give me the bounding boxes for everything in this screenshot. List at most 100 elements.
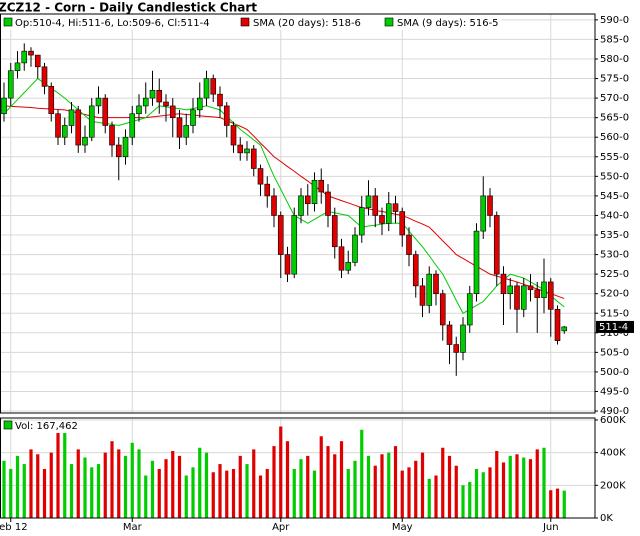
candle-body bbox=[446, 324, 453, 345]
candle-body bbox=[311, 179, 318, 205]
volume-bar bbox=[171, 451, 175, 518]
y-tick-label: 600K bbox=[600, 415, 626, 426]
volume-bar bbox=[522, 457, 526, 518]
candle-body bbox=[122, 136, 129, 158]
candle-body bbox=[453, 344, 460, 353]
volume-bar bbox=[130, 442, 134, 518]
volume-bar bbox=[69, 464, 74, 518]
volume-bar bbox=[103, 452, 107, 518]
candle-body bbox=[203, 78, 210, 99]
volume-bar bbox=[380, 454, 384, 518]
candle-body bbox=[115, 144, 122, 158]
candle-body bbox=[237, 144, 244, 154]
volume-bar bbox=[272, 446, 276, 518]
volume-bar bbox=[427, 478, 431, 518]
volume-bar bbox=[299, 459, 303, 518]
candle-body bbox=[230, 125, 237, 146]
candle-body bbox=[68, 109, 75, 126]
volume-bar bbox=[373, 465, 377, 518]
candle-body bbox=[21, 50, 28, 64]
volume-bar bbox=[157, 468, 161, 518]
candle-body bbox=[28, 50, 34, 56]
y-tick-label: 400K bbox=[600, 448, 626, 459]
volume-bar bbox=[474, 468, 479, 518]
candle-body bbox=[507, 285, 514, 294]
candle-body bbox=[433, 273, 439, 294]
volume-bar bbox=[204, 452, 209, 518]
volume-bar bbox=[447, 455, 452, 518]
candle-body bbox=[500, 273, 507, 294]
volume-bar bbox=[90, 467, 94, 518]
y-tick-label: 515-0 bbox=[600, 308, 629, 319]
candle-body bbox=[406, 234, 412, 255]
candle-body bbox=[142, 97, 149, 107]
y-tick-label: 490-0 bbox=[600, 406, 629, 417]
candle-body bbox=[250, 148, 257, 169]
volume-bar bbox=[292, 468, 296, 518]
y-tick-label: 545-0 bbox=[600, 191, 629, 202]
volume-bar bbox=[184, 475, 188, 518]
candle-body bbox=[541, 281, 547, 298]
volume-bar bbox=[360, 429, 364, 518]
volume-bar bbox=[366, 455, 371, 518]
legend-swatch bbox=[384, 17, 394, 27]
volume-bar bbox=[285, 441, 290, 518]
y-tick-label: 495-0 bbox=[600, 386, 629, 397]
volume-bar bbox=[15, 455, 20, 518]
volume-bar bbox=[245, 464, 249, 518]
volume-bar bbox=[96, 464, 101, 518]
volume-bar bbox=[306, 455, 310, 518]
last-price-label: 511-4 bbox=[599, 322, 628, 333]
candle-body bbox=[480, 195, 487, 232]
legend-label: SMA (9 days): 516-5 bbox=[397, 18, 499, 29]
volume-bar bbox=[177, 455, 182, 518]
chart-title: ZCZ12 - Corn - Daily Candlestick Chart bbox=[0, 1, 257, 15]
candle-body bbox=[271, 195, 277, 216]
volume-bar bbox=[555, 488, 560, 518]
volume-bar bbox=[231, 468, 236, 518]
y-tick-label: 505-0 bbox=[600, 347, 629, 358]
legend-ohlc: Op:510-4, Hi:511-6, Lo:509-6, Cl:511-4 bbox=[15, 18, 210, 29]
volume-bar bbox=[238, 455, 242, 518]
candle-body bbox=[1, 97, 7, 115]
volume-bar bbox=[279, 426, 283, 518]
volume-bar bbox=[488, 467, 492, 518]
volume-title: Vol: 167,462 bbox=[15, 421, 78, 432]
candle-body bbox=[95, 97, 102, 107]
volume-bar bbox=[481, 472, 485, 518]
volume-bar bbox=[407, 467, 411, 518]
volume-bar bbox=[495, 451, 499, 518]
candle-body bbox=[514, 285, 520, 310]
candle-body bbox=[277, 215, 284, 255]
volume-bar bbox=[144, 475, 148, 518]
volume-bar bbox=[110, 441, 114, 518]
volume-bar bbox=[252, 449, 256, 518]
volume-bar bbox=[22, 464, 26, 518]
last-price-box bbox=[596, 320, 634, 333]
candle-body bbox=[163, 101, 169, 107]
candle-body bbox=[493, 215, 500, 275]
candle-body bbox=[7, 70, 14, 99]
volume-bar bbox=[353, 460, 357, 518]
volume-bar bbox=[198, 447, 202, 518]
candle-body bbox=[554, 309, 561, 341]
legend-swatch bbox=[3, 420, 13, 430]
volume-bar bbox=[137, 449, 141, 518]
x-tick-label: Apr bbox=[272, 522, 290, 533]
volume-bar bbox=[218, 464, 222, 518]
volume-bar bbox=[123, 455, 128, 518]
candle-body bbox=[399, 211, 406, 236]
y-tick-label: 510-0 bbox=[600, 328, 629, 339]
x-tick-label: Jun bbox=[542, 522, 559, 533]
volume-bar bbox=[528, 459, 533, 518]
volume-bar bbox=[549, 490, 553, 518]
candle-body bbox=[392, 203, 399, 212]
candle-body bbox=[372, 195, 379, 216]
volume-bar bbox=[339, 441, 344, 518]
candle-body bbox=[561, 326, 568, 332]
volume-bar bbox=[319, 436, 323, 518]
volume-bar bbox=[535, 449, 539, 518]
candle-body bbox=[264, 183, 271, 197]
candle-body bbox=[190, 109, 196, 126]
y-tick-label: 200K bbox=[600, 480, 626, 491]
